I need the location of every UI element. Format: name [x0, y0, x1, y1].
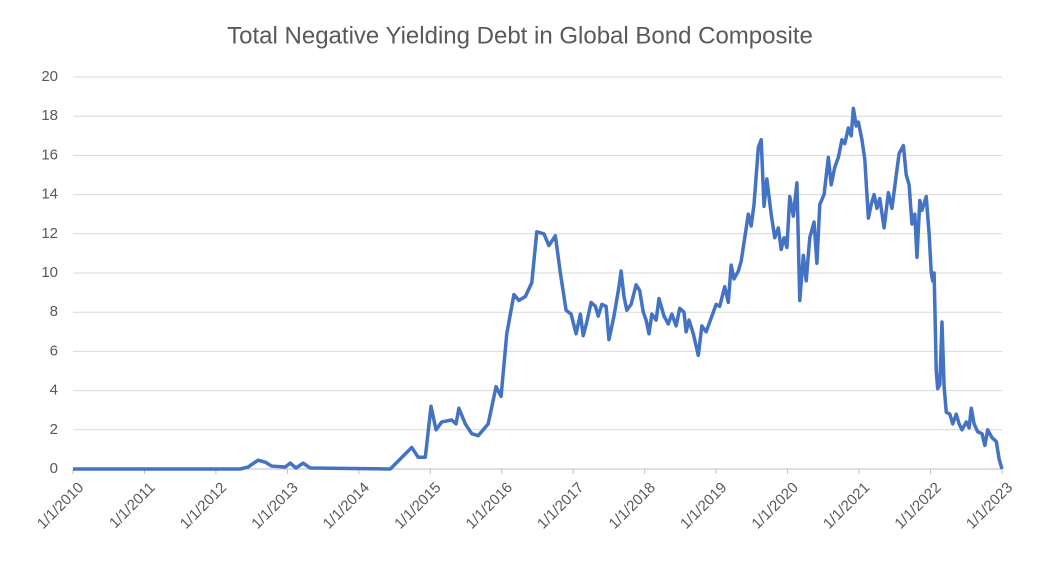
y-tick-label: 8 — [50, 303, 58, 320]
x-tick-label: 1/1/2023 — [963, 479, 1016, 532]
y-tick-label: 4 — [50, 382, 58, 399]
x-tick-label: 1/1/2016 — [463, 479, 516, 532]
y-tick-label: 16 — [41, 146, 58, 163]
x-tick-label: 1/1/2018 — [606, 479, 659, 532]
x-tick-label: 1/1/2022 — [891, 479, 944, 532]
y-tick-label: 20 — [41, 68, 58, 85]
x-tick-label: 1/1/2019 — [677, 479, 730, 532]
y-tick-label: 10 — [41, 264, 58, 281]
y-tick-label: 12 — [41, 225, 58, 242]
x-tick-label: 1/1/2020 — [748, 479, 801, 532]
x-tick-label: 1/1/2015 — [391, 479, 444, 532]
y-tick-label: 6 — [50, 342, 58, 359]
y-tick-label: 0 — [50, 460, 58, 477]
x-tick-label: 1/1/2012 — [177, 479, 230, 532]
y-tick-label: 18 — [41, 107, 58, 124]
x-tick-label: 1/1/2021 — [820, 479, 873, 532]
x-tick-label: 1/1/2013 — [248, 479, 301, 532]
x-tick-label: 1/1/2014 — [320, 479, 373, 532]
chart-title: Total Negative Yielding Debt in Global B… — [227, 22, 813, 49]
x-tick-label: 1/1/2011 — [106, 479, 159, 532]
x-tick-label: 1/1/2017 — [534, 479, 587, 532]
data-line — [73, 106, 1004, 471]
y-tick-label: 14 — [41, 186, 58, 203]
y-tick-label: 2 — [50, 421, 58, 438]
x-tick-label: 1/1/2010 — [34, 479, 87, 532]
